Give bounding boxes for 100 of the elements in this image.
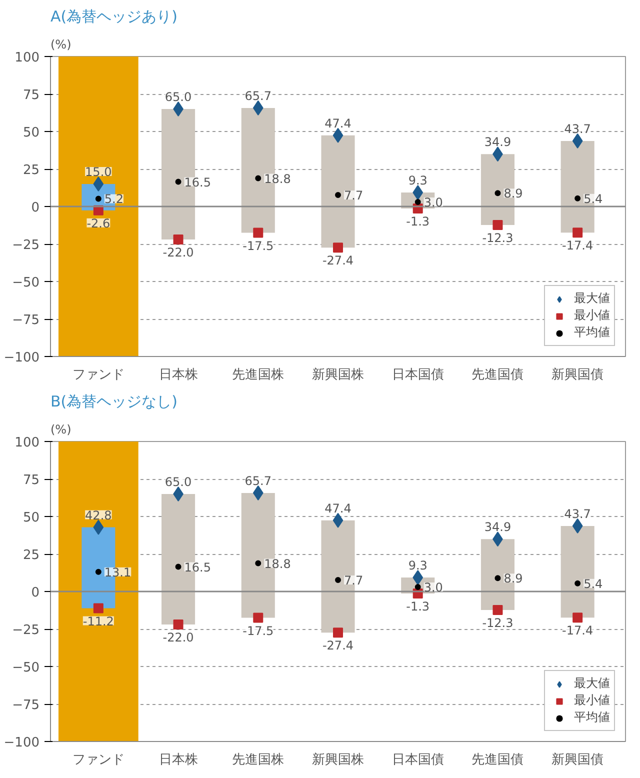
data-label: 43.7 bbox=[564, 506, 591, 521]
point bbox=[175, 564, 182, 570]
point bbox=[335, 576, 341, 583]
data-label: 3.0 bbox=[424, 196, 443, 210]
y-tick-label: −25 bbox=[12, 623, 40, 638]
point bbox=[252, 100, 264, 116]
legend-label: 最大値 bbox=[574, 290, 610, 307]
x-tick-label: 新興国債 bbox=[552, 752, 604, 768]
x-tick-label: 新興国株 bbox=[312, 368, 364, 382]
y-tick-label: 25 bbox=[22, 548, 40, 563]
x-tick-label: 新興国債 bbox=[552, 368, 604, 382]
y-tick-label: −100 bbox=[4, 736, 40, 750]
point bbox=[492, 604, 503, 615]
legend-label: 平均値 bbox=[574, 324, 610, 341]
data-label: -17.4 bbox=[562, 624, 594, 638]
data-label: 18.8 bbox=[264, 172, 291, 186]
data-label: -27.4 bbox=[322, 254, 354, 268]
data-label: -11.2 bbox=[82, 614, 114, 628]
x-tick-label: 日本株 bbox=[158, 752, 198, 768]
data-label: 5.4 bbox=[584, 192, 603, 206]
y-tick-label: −100 bbox=[4, 350, 40, 366]
point bbox=[175, 178, 182, 185]
point bbox=[95, 568, 102, 575]
x-tick-label: ファンド bbox=[72, 752, 124, 768]
data-label: 16.5 bbox=[184, 560, 211, 574]
data-label: -17.4 bbox=[562, 238, 594, 253]
data-label: 34.9 bbox=[484, 520, 512, 534]
point bbox=[574, 580, 581, 586]
point bbox=[173, 234, 184, 244]
data-label: 7.7 bbox=[344, 573, 364, 588]
data-label: -1.3 bbox=[406, 214, 430, 228]
point bbox=[173, 486, 184, 502]
x-tick-label: 日本株 bbox=[158, 368, 198, 382]
data-label: 5.4 bbox=[584, 576, 603, 591]
point bbox=[173, 620, 184, 630]
point bbox=[93, 603, 104, 614]
point bbox=[572, 612, 583, 623]
data-label: 34.9 bbox=[484, 135, 512, 150]
data-label: 7.7 bbox=[344, 188, 364, 202]
point bbox=[93, 176, 104, 192]
point bbox=[255, 175, 262, 182]
data-label: 8.9 bbox=[504, 186, 523, 201]
data-label: 42.8 bbox=[85, 508, 112, 522]
y-tick-label: 75 bbox=[22, 473, 40, 488]
point bbox=[255, 560, 262, 566]
y-tick-label: −50 bbox=[12, 276, 40, 290]
legend-label: 最大値 bbox=[574, 675, 610, 692]
data-label: 43.7 bbox=[564, 122, 591, 136]
data-label: -17.5 bbox=[242, 238, 274, 253]
legend-label: 平均値 bbox=[574, 709, 610, 726]
y-tick-label: −75 bbox=[12, 698, 40, 713]
y-axis-title: (%) bbox=[50, 422, 72, 436]
x-tick-label: 先進国株 bbox=[232, 368, 284, 382]
x-tick-label: 日本国債 bbox=[392, 752, 444, 768]
legend-label: 最小値 bbox=[574, 307, 610, 324]
chart-title: B(為替ヘッジなし) bbox=[50, 392, 178, 410]
data-label: 16.5 bbox=[184, 175, 211, 190]
point bbox=[572, 518, 583, 534]
y-tick-label: −25 bbox=[12, 238, 40, 253]
x-tick-label: ファンド bbox=[72, 368, 124, 382]
data-label: -12.3 bbox=[482, 230, 514, 245]
point bbox=[253, 612, 264, 623]
legend-label: 最小値 bbox=[574, 692, 610, 709]
data-label: 3.0 bbox=[424, 580, 443, 594]
data-label: 18.8 bbox=[264, 556, 291, 571]
point bbox=[173, 102, 184, 116]
data-label: -17.5 bbox=[242, 624, 274, 638]
data-label: 13.1 bbox=[104, 565, 132, 580]
point bbox=[93, 520, 104, 535]
data-label: 9.3 bbox=[408, 174, 428, 188]
data-label: 5.2 bbox=[104, 192, 124, 206]
data-label: -22.0 bbox=[162, 630, 194, 644]
x-tick-label: 先進国株 bbox=[232, 752, 284, 768]
x-tick-label: 日本国債 bbox=[392, 368, 444, 382]
point bbox=[414, 199, 421, 205]
x-tick-label: 先進国債 bbox=[472, 752, 524, 768]
data-label: 65.0 bbox=[164, 475, 192, 489]
y-axis-title: (%) bbox=[50, 38, 72, 52]
data-label: -27.4 bbox=[322, 638, 354, 653]
point bbox=[333, 628, 343, 638]
data-label: 9.3 bbox=[408, 558, 428, 573]
x-tick-label: 先進国債 bbox=[472, 368, 524, 382]
point bbox=[253, 228, 264, 238]
y-tick-label: 25 bbox=[22, 163, 40, 178]
data-label: 8.9 bbox=[504, 572, 523, 586]
data-label: -22.0 bbox=[162, 246, 194, 260]
y-tick-label: 0 bbox=[31, 586, 40, 600]
data-label: 15.0 bbox=[85, 165, 112, 179]
point bbox=[492, 220, 503, 230]
data-label: 65.7 bbox=[244, 474, 272, 488]
point bbox=[252, 485, 264, 500]
y-tick-label: 0 bbox=[31, 200, 40, 216]
y-tick-label: 75 bbox=[22, 88, 40, 103]
y-tick-label: 50 bbox=[22, 510, 40, 526]
point bbox=[494, 575, 501, 582]
y-tick-label: −50 bbox=[12, 660, 40, 676]
point bbox=[95, 196, 102, 202]
point bbox=[574, 195, 581, 202]
data-label: -1.3 bbox=[406, 599, 430, 614]
data-label: 47.4 bbox=[324, 116, 352, 130]
